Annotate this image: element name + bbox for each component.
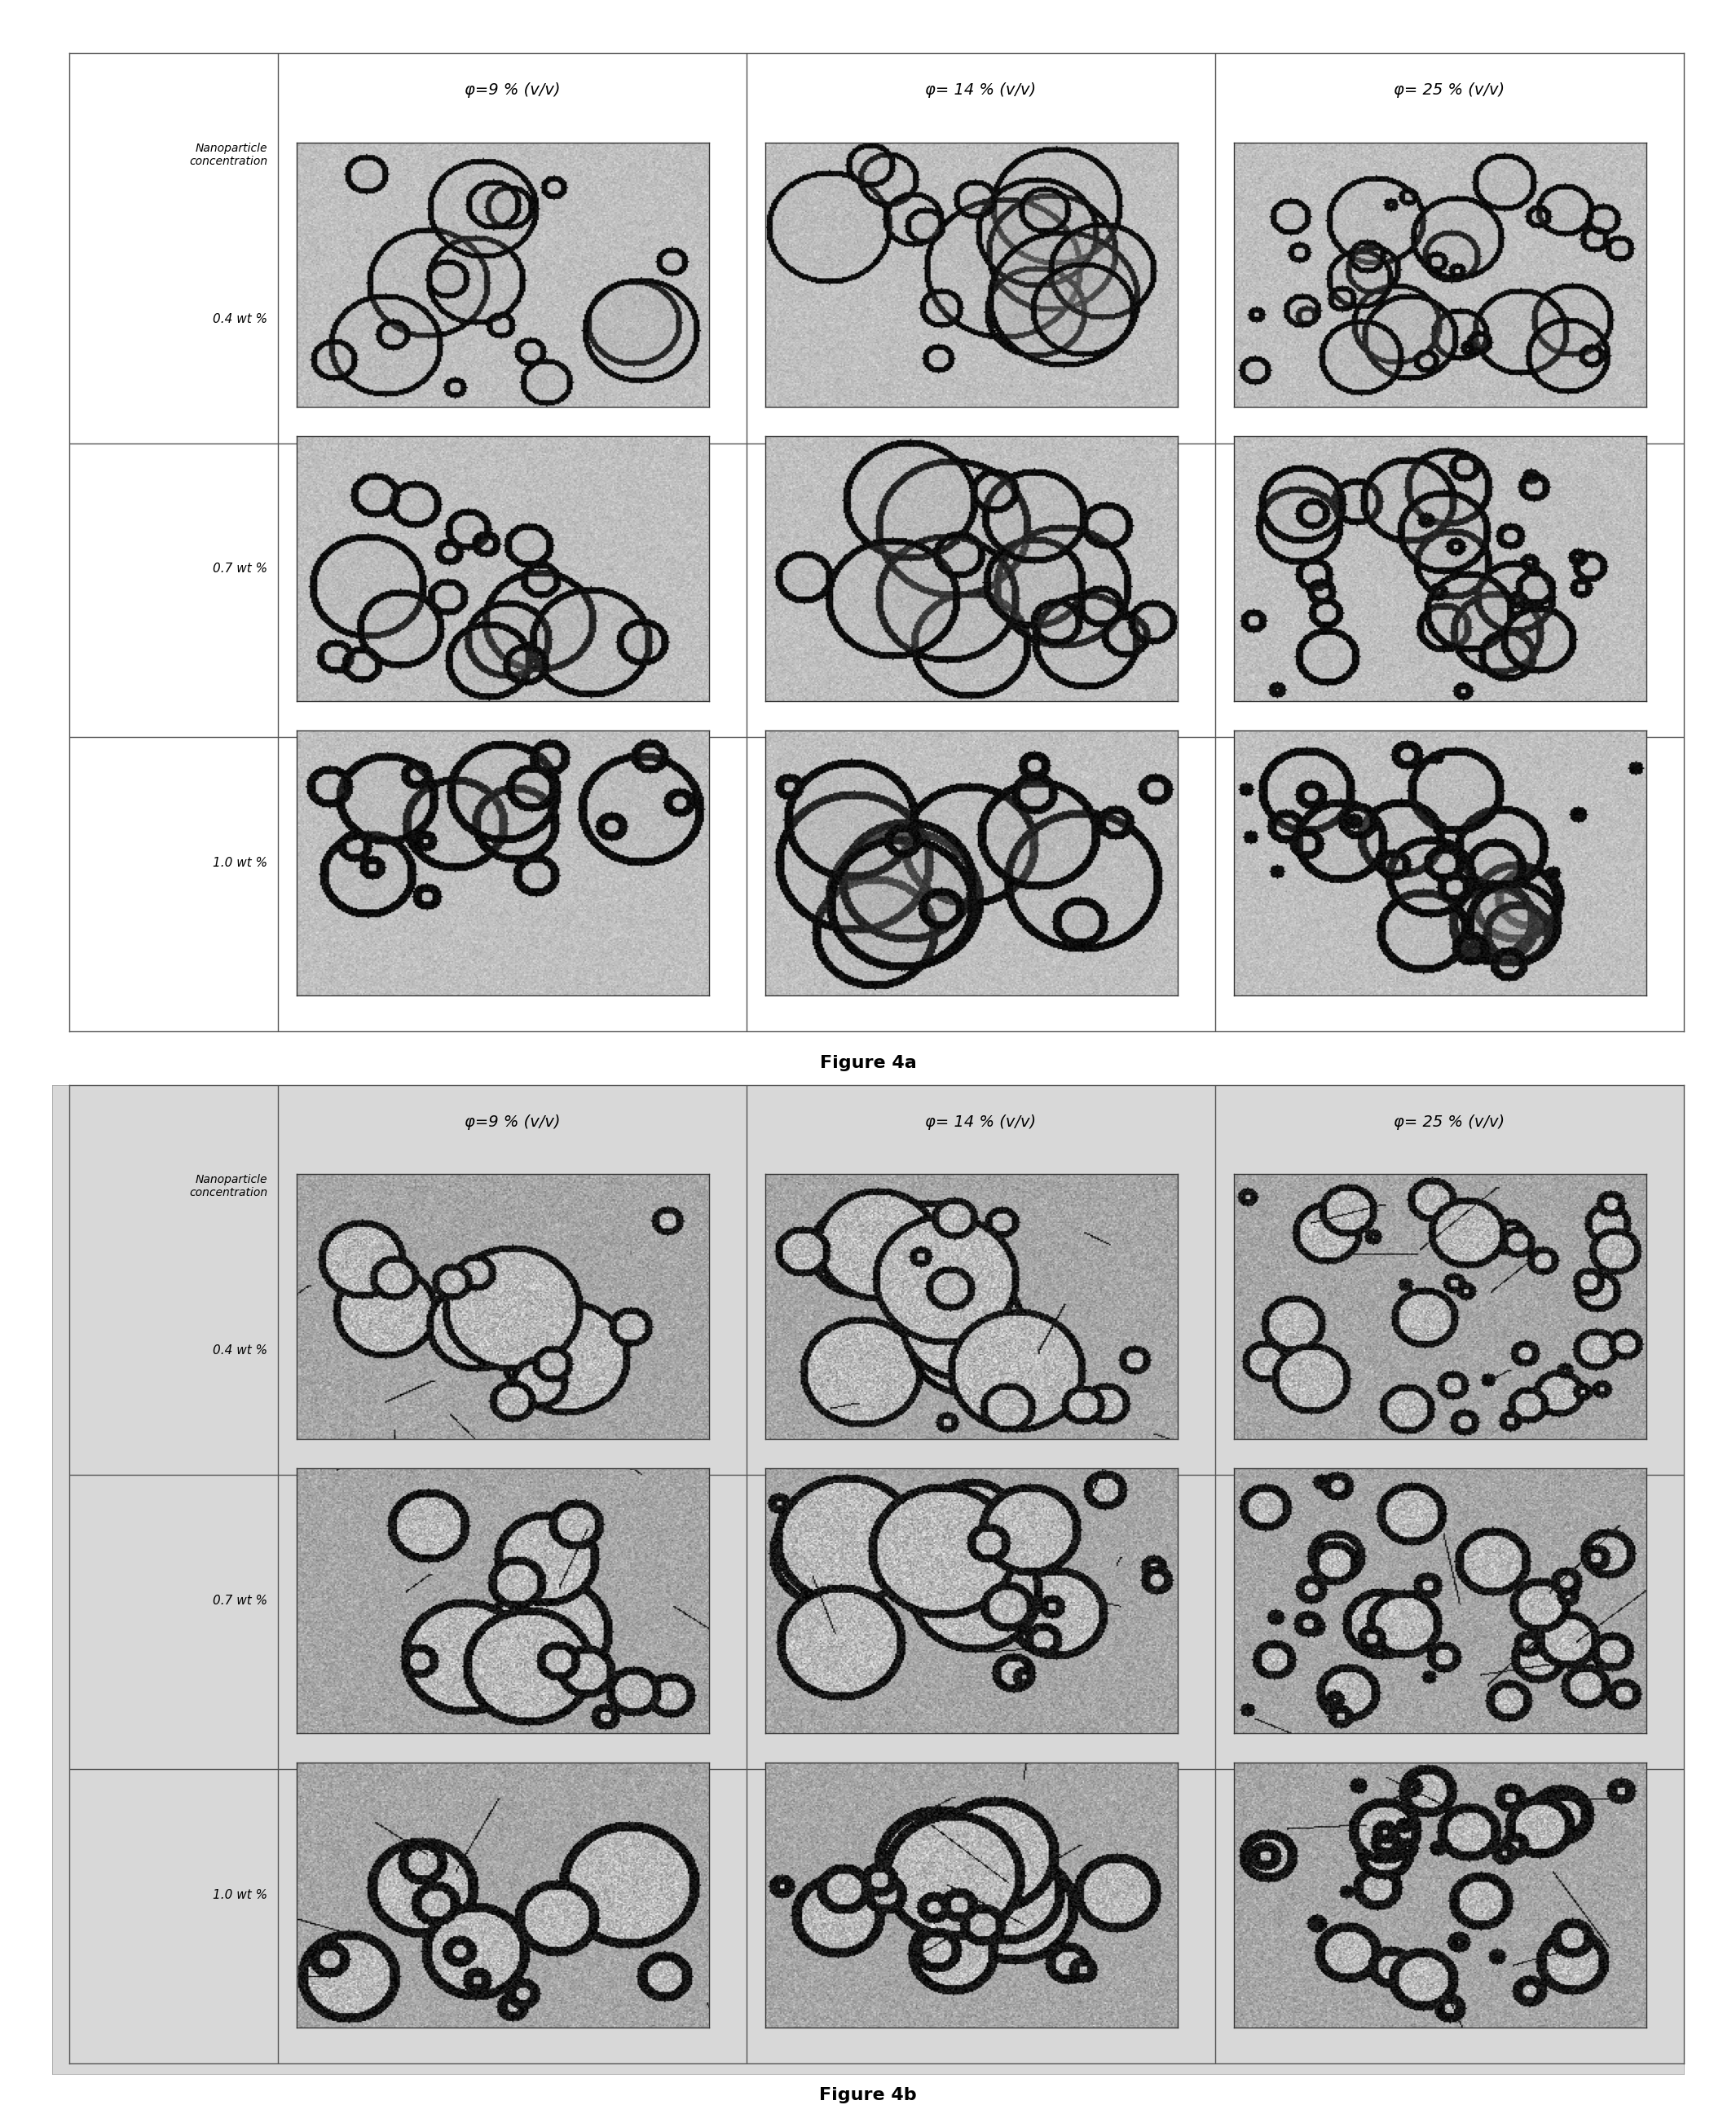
Text: φ=9 % (v/v): φ=9 % (v/v) xyxy=(464,83,561,98)
Text: 0.7 wt %: 0.7 wt % xyxy=(212,564,267,574)
Text: φ= 25 % (v/v): φ= 25 % (v/v) xyxy=(1394,83,1505,98)
Text: φ= 14 % (v/v): φ= 14 % (v/v) xyxy=(925,83,1036,98)
Text: 0.4 wt %: 0.4 wt % xyxy=(212,313,267,325)
Text: 0.4 wt %: 0.4 wt % xyxy=(212,1344,267,1357)
Text: 1.0 wt %: 1.0 wt % xyxy=(212,857,267,870)
Text: 1.0 wt %: 1.0 wt % xyxy=(212,1889,267,1902)
Text: Figure 4b: Figure 4b xyxy=(819,2087,917,2104)
Text: 0.7 wt %: 0.7 wt % xyxy=(212,1595,267,1606)
Text: φ= 25 % (v/v): φ= 25 % (v/v) xyxy=(1394,1115,1505,1129)
Text: Figure 4a: Figure 4a xyxy=(819,1055,917,1072)
Text: Nanoparticle
concentration: Nanoparticle concentration xyxy=(189,1174,267,1198)
Text: φ=9 % (v/v): φ=9 % (v/v) xyxy=(464,1115,561,1129)
Text: φ= 14 % (v/v): φ= 14 % (v/v) xyxy=(925,1115,1036,1129)
Text: Nanoparticle
concentration: Nanoparticle concentration xyxy=(189,143,267,166)
